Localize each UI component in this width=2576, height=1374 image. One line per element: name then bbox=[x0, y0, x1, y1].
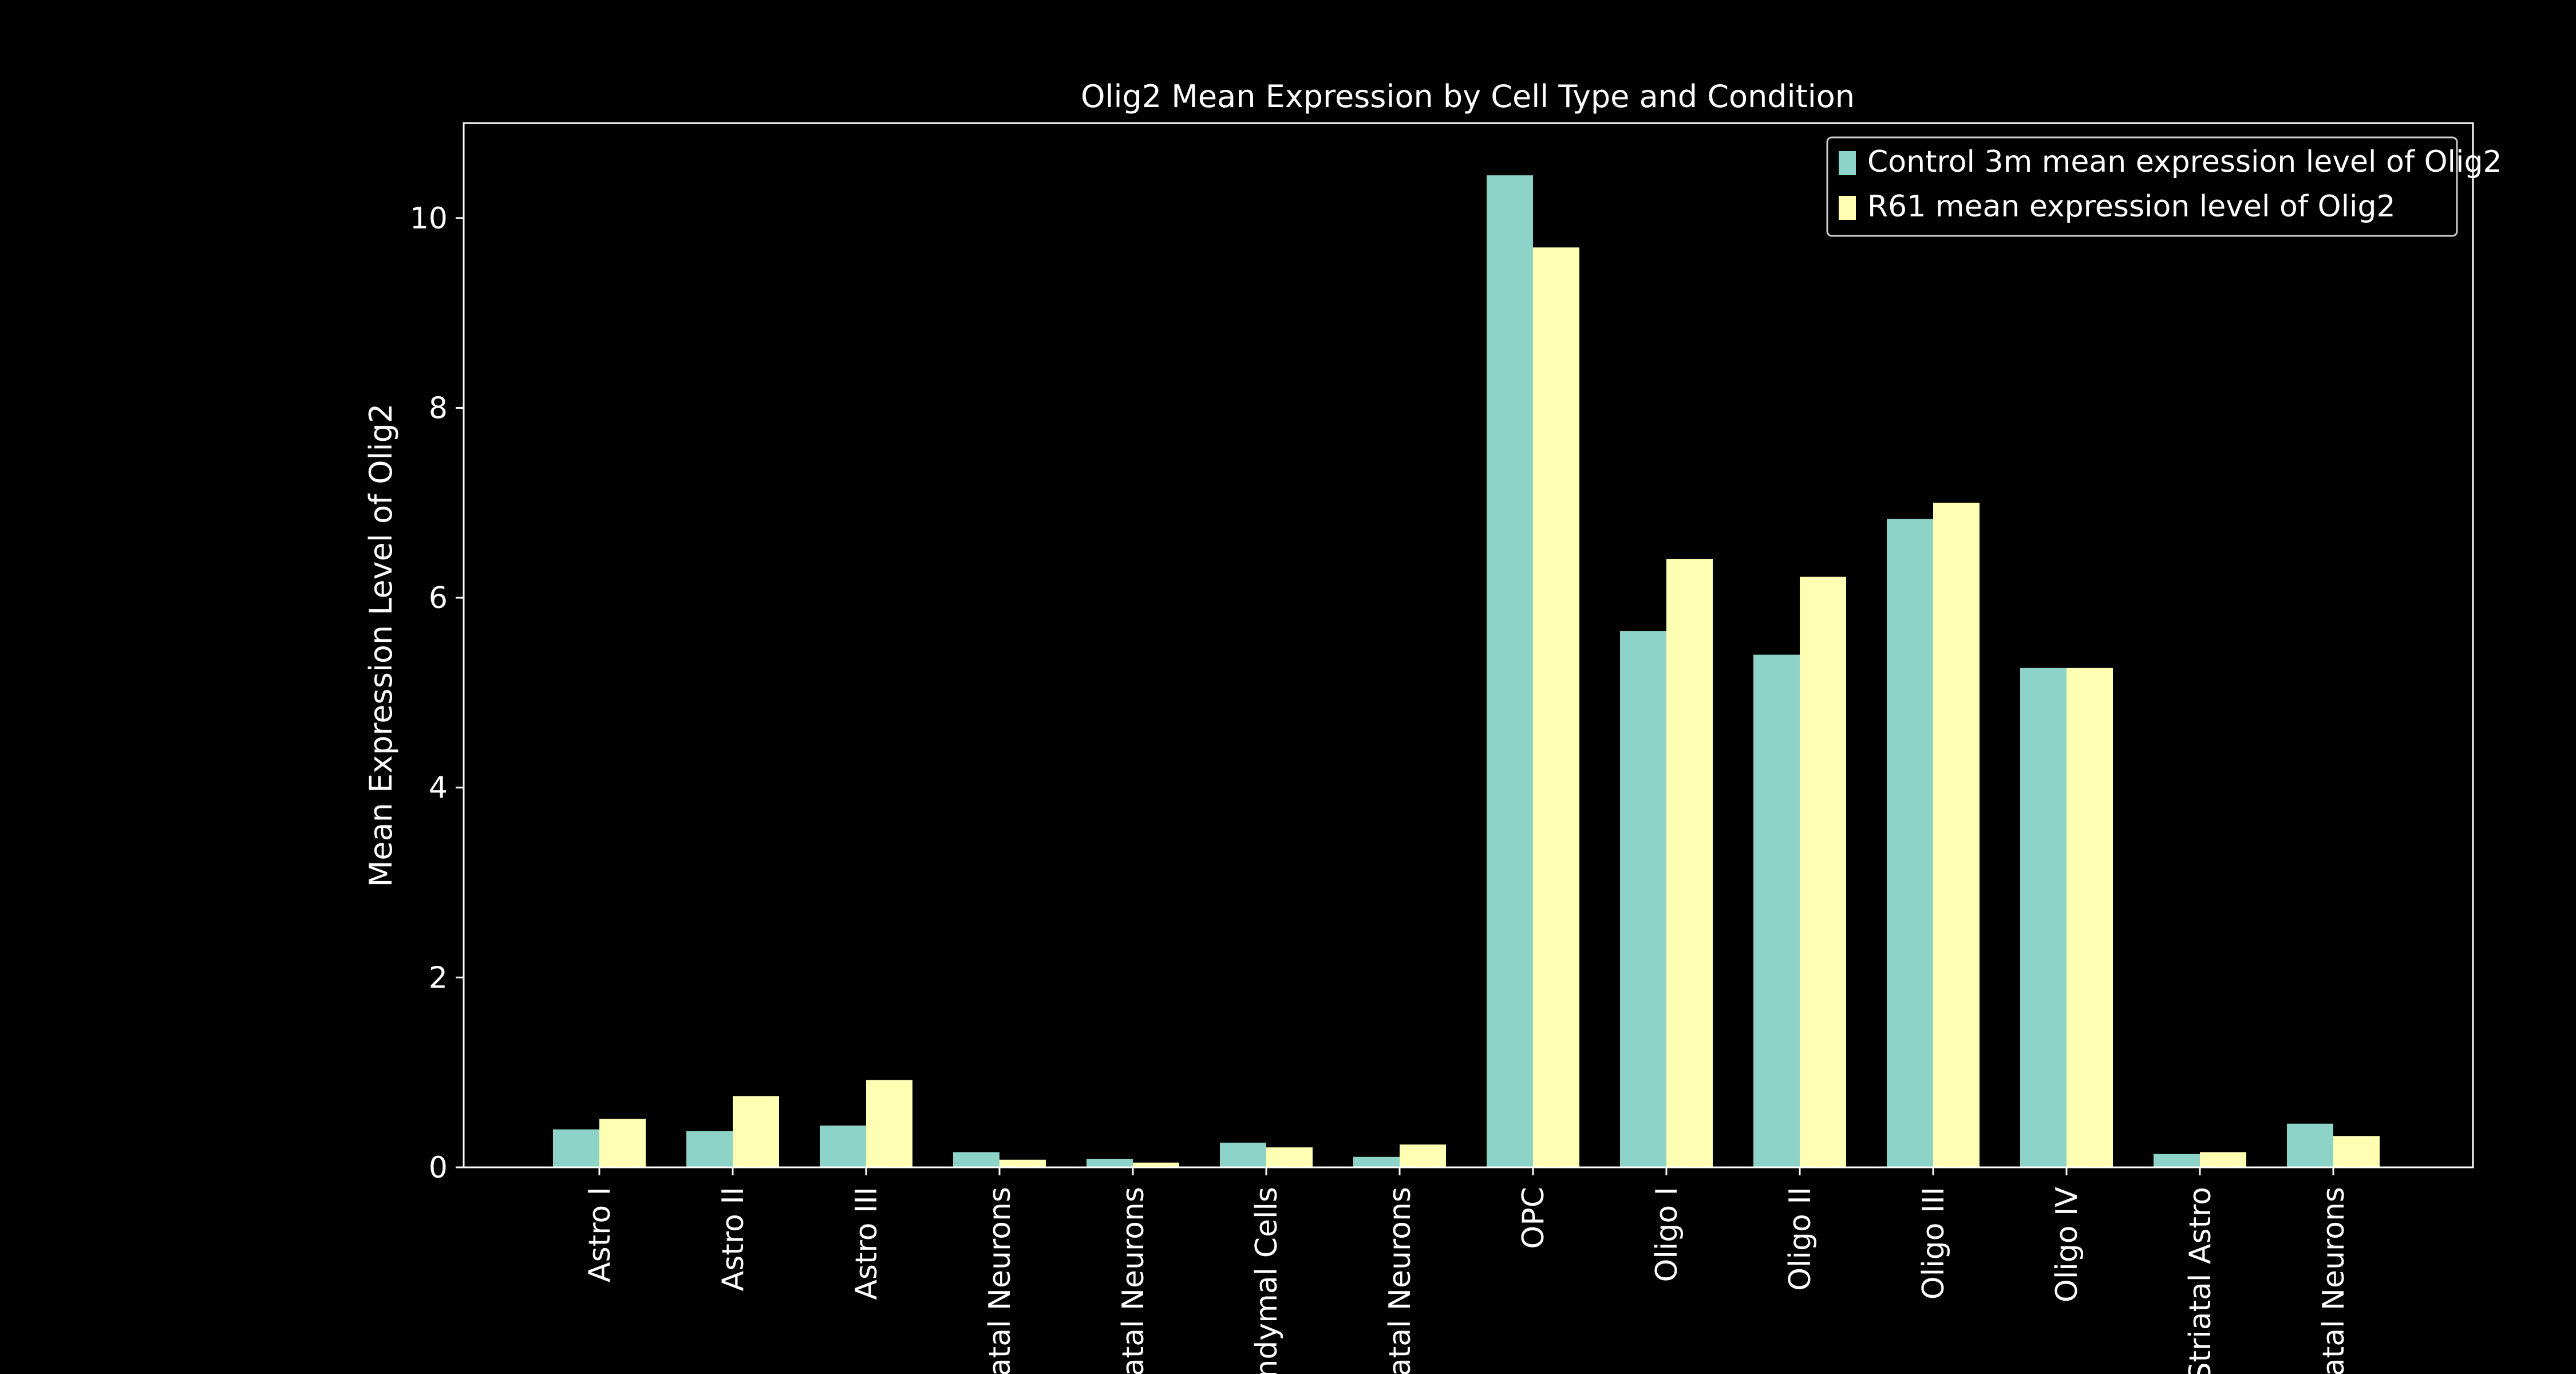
x-tick-label: Astro II bbox=[716, 1187, 750, 1291]
x-tick-label: OPC bbox=[1516, 1187, 1551, 1249]
bar-control-7 bbox=[1487, 175, 1533, 1168]
bar-control-3 bbox=[953, 1152, 999, 1167]
bar-r61-8 bbox=[1666, 559, 1713, 1167]
bar-r61-5 bbox=[1266, 1147, 1313, 1167]
y-tick-label: 0 bbox=[429, 1151, 448, 1185]
bar-control-5 bbox=[1220, 1142, 1266, 1167]
x-tick-label: Striatal Astro bbox=[2183, 1187, 2218, 1374]
bar-control-1 bbox=[686, 1131, 733, 1167]
bar-control-6 bbox=[1353, 1156, 1400, 1167]
bar-control-12 bbox=[2154, 1154, 2200, 1167]
bar-control-11 bbox=[2020, 668, 2067, 1167]
legend-label-control: Control 3m mean expression level of Olig… bbox=[1867, 145, 2502, 179]
bar-control-9 bbox=[1753, 654, 1800, 1167]
x-tick-label: Oligo III bbox=[1917, 1187, 1951, 1300]
legend: Control 3m mean expression level of Olig… bbox=[1826, 136, 2502, 237]
chart-title: Olig2 Mean Expression by Cell Type and C… bbox=[1081, 78, 1855, 114]
x-tick-label: Oligo I bbox=[1650, 1187, 1684, 1282]
bar-r61-10 bbox=[1933, 503, 1980, 1167]
bar-r61-13 bbox=[2333, 1136, 2380, 1167]
legend-label-r61: R61 mean expression level of Olig2 bbox=[1867, 189, 2396, 224]
bar-control-0 bbox=[553, 1129, 599, 1167]
bar-control-4 bbox=[1086, 1159, 1133, 1167]
bar-r61-7 bbox=[1533, 247, 1579, 1168]
y-tick-label: 4 bbox=[429, 771, 448, 806]
bar-r61-11 bbox=[2067, 668, 2113, 1167]
y-tick-label: 8 bbox=[429, 391, 448, 425]
x-tick-label: atal Neurons bbox=[983, 1187, 1017, 1374]
x-tick-label: Oligo II bbox=[1783, 1187, 1818, 1291]
bar-r61-2 bbox=[866, 1080, 912, 1167]
x-tick-label: atal Neurons bbox=[1116, 1187, 1151, 1374]
bar-r61-9 bbox=[1800, 577, 1846, 1168]
y-tick-label: 6 bbox=[429, 581, 448, 615]
x-tick-label: Astro I bbox=[583, 1187, 617, 1282]
x-tick-label: atal Neurons bbox=[1383, 1187, 1417, 1374]
y-tick-label: 2 bbox=[429, 961, 448, 995]
bar-control-8 bbox=[1620, 631, 1666, 1167]
bar-r61-0 bbox=[599, 1119, 646, 1167]
bar-r61-1 bbox=[733, 1096, 779, 1167]
x-tick-label: ndymal Cells bbox=[1250, 1187, 1284, 1374]
legend-swatch-r61 bbox=[1839, 196, 1856, 220]
y-axis-label: Mean Expression Level of Olig2 bbox=[363, 404, 399, 887]
bar-control-10 bbox=[1887, 519, 1933, 1167]
legend-swatch-control bbox=[1839, 151, 1856, 175]
legend-box bbox=[1826, 136, 2458, 237]
bar-control-2 bbox=[820, 1126, 866, 1167]
x-tick-label: Astro III bbox=[850, 1187, 884, 1300]
x-tick-label: atal Neurons bbox=[2317, 1187, 2351, 1374]
plot-frame bbox=[463, 122, 2474, 1168]
bars-group bbox=[553, 175, 2380, 1168]
bar-r61-12 bbox=[2200, 1152, 2246, 1167]
x-axis: Astro I Astro II Astro III atal Neurons atal… bbox=[583, 1167, 2351, 1374]
bar-r61-4 bbox=[1133, 1162, 1179, 1167]
x-tick-label: Oligo IV bbox=[2050, 1187, 2084, 1303]
y-axis: 0 2 4 6 8 10 bbox=[410, 202, 464, 1185]
y-tick-label: 10 bbox=[410, 202, 448, 236]
bar-r61-6 bbox=[1400, 1144, 1446, 1167]
bar-r61-3 bbox=[999, 1159, 1046, 1167]
bar-control-13 bbox=[2287, 1123, 2333, 1167]
